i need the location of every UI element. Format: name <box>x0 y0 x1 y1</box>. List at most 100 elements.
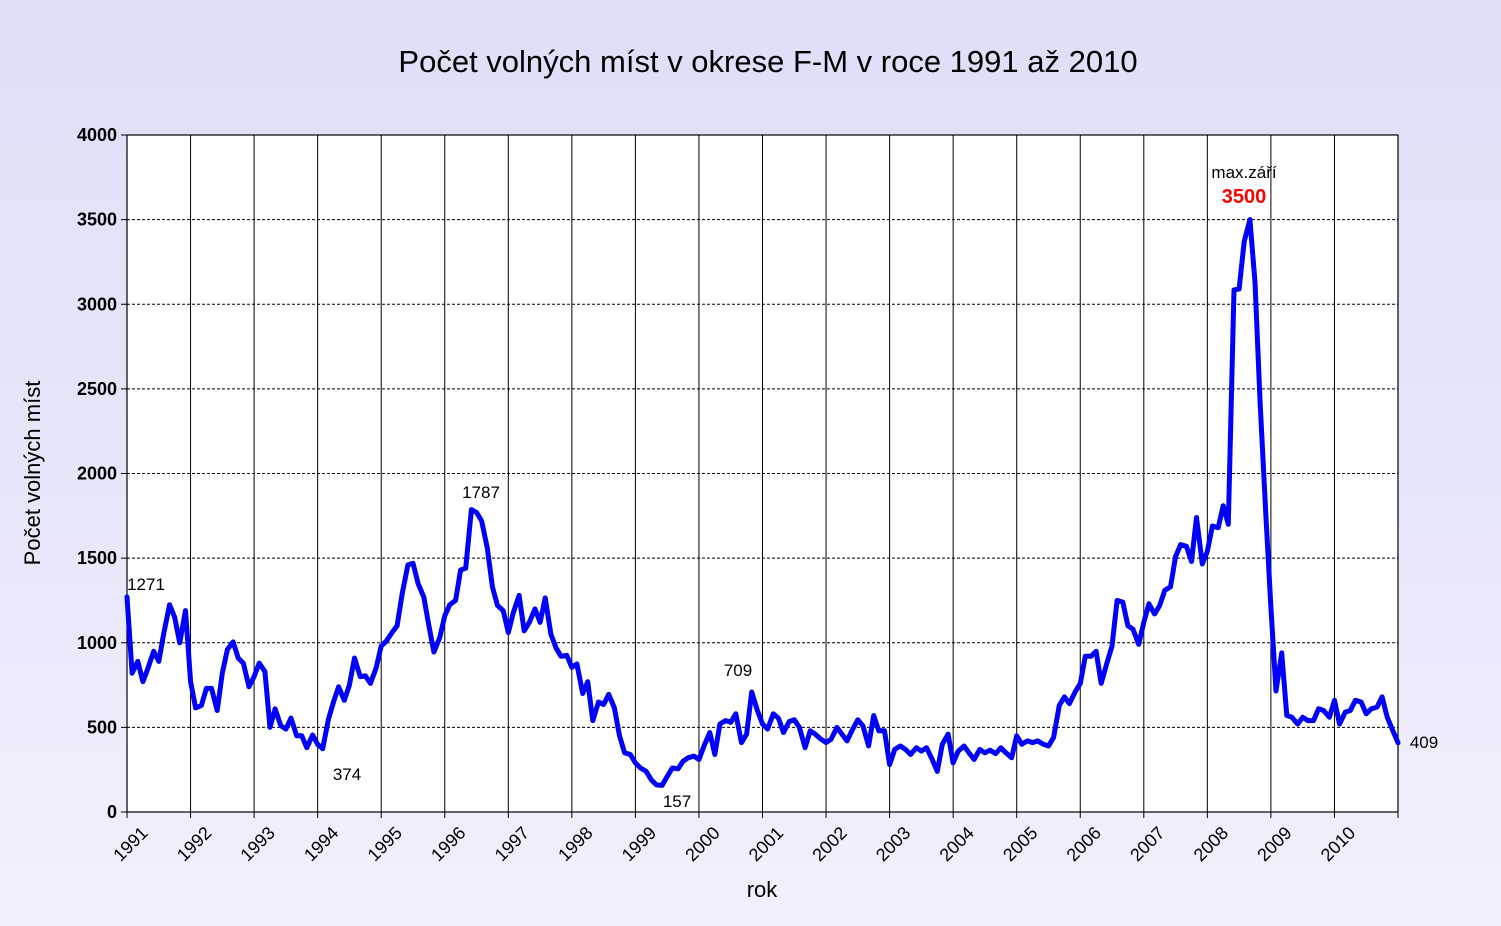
data-point <box>501 609 505 613</box>
data-point <box>1131 627 1135 631</box>
data-point <box>1158 604 1162 608</box>
data-point <box>919 749 923 753</box>
data-point <box>893 747 897 751</box>
data-point <box>368 681 372 685</box>
y-tick-label: 1000 <box>77 633 117 653</box>
data-point <box>1301 715 1305 719</box>
y-tick-label: 4000 <box>77 125 117 145</box>
data-point <box>1375 705 1379 709</box>
annotation-start: 1271 <box>127 575 165 594</box>
data-point <box>935 769 939 773</box>
data-point <box>1380 695 1384 699</box>
data-point <box>480 519 484 523</box>
data-point <box>565 653 569 657</box>
data-point <box>718 722 722 726</box>
data-point <box>1317 707 1321 711</box>
data-point <box>395 624 399 628</box>
data-point <box>162 631 166 635</box>
data-point <box>490 585 494 589</box>
data-point <box>1078 681 1082 685</box>
data-point <box>1031 741 1035 745</box>
data-point <box>1364 712 1368 716</box>
data-point <box>247 685 251 689</box>
data-point <box>692 754 696 758</box>
data-point <box>257 661 261 665</box>
data-point <box>877 729 881 733</box>
data-point <box>888 763 892 767</box>
data-point <box>591 719 595 723</box>
data-point <box>1174 554 1178 558</box>
x-tick-label: 2001 <box>745 823 787 865</box>
data-point <box>649 778 653 782</box>
y-tick-label: 2000 <box>77 464 117 484</box>
data-point <box>808 729 812 733</box>
data-point <box>835 725 839 729</box>
data-point <box>676 767 680 771</box>
data-point <box>443 614 447 618</box>
data-point <box>729 720 733 724</box>
data-point <box>225 648 229 652</box>
data-point <box>1041 742 1045 746</box>
data-point <box>263 670 267 674</box>
data-point <box>400 592 404 596</box>
data-point <box>183 609 187 613</box>
data-point <box>638 766 642 770</box>
data-point <box>776 716 780 720</box>
data-point <box>670 766 674 770</box>
data-point <box>279 724 283 728</box>
y-tick-label: 500 <box>87 717 117 737</box>
data-point <box>1290 715 1294 719</box>
data-point <box>1115 598 1119 602</box>
data-point <box>872 714 876 718</box>
x-tick-label: 2003 <box>872 823 914 865</box>
data-point <box>994 752 998 756</box>
data-point <box>332 700 336 704</box>
data-point <box>1353 698 1357 702</box>
data-point <box>660 783 664 787</box>
data-point <box>761 722 764 726</box>
data-point <box>1285 714 1289 718</box>
data-point <box>686 756 690 760</box>
annotation-peak-1996: 1787 <box>462 483 500 502</box>
annotation-peak-2000: 709 <box>724 661 752 680</box>
data-point <box>1010 756 1014 760</box>
data-point <box>146 666 150 670</box>
data-point <box>130 671 134 675</box>
data-point <box>321 747 325 751</box>
data-point <box>438 636 442 640</box>
x-tick-label: 1991 <box>109 823 151 865</box>
x-tick-label: 2000 <box>681 823 723 865</box>
data-point <box>374 666 378 670</box>
x-axis: 1991 1992 1993 1994 1995 1996 1997 1998 1999 2000… <box>109 812 1399 865</box>
data-point <box>236 656 240 660</box>
data-point <box>125 595 129 599</box>
data-point <box>1057 703 1061 707</box>
data-point <box>1036 739 1040 743</box>
data-point <box>771 712 775 716</box>
data-point <box>930 758 934 762</box>
data-point <box>713 752 717 756</box>
grid <box>126 134 1399 813</box>
data-point <box>215 708 219 712</box>
data-point <box>268 725 272 729</box>
data-point <box>1311 719 1315 723</box>
data-point <box>856 718 860 722</box>
data-point <box>586 680 590 684</box>
x-tick-label: 1999 <box>618 823 660 865</box>
data-point <box>633 761 637 765</box>
data-point <box>311 733 315 737</box>
y-axis-label: Počet volných míst <box>20 381 45 566</box>
data-point <box>1248 218 1252 222</box>
data-point <box>390 631 394 635</box>
x-tick-label: 2002 <box>808 823 850 865</box>
data-point <box>978 747 982 751</box>
data-point <box>697 758 701 762</box>
y-tick-label: 3000 <box>77 294 117 314</box>
data-point <box>1269 605 1273 609</box>
data-point <box>1280 651 1284 655</box>
data-point <box>962 744 966 748</box>
data-point <box>1184 544 1188 548</box>
data-point <box>867 744 871 748</box>
data-point <box>141 680 145 684</box>
